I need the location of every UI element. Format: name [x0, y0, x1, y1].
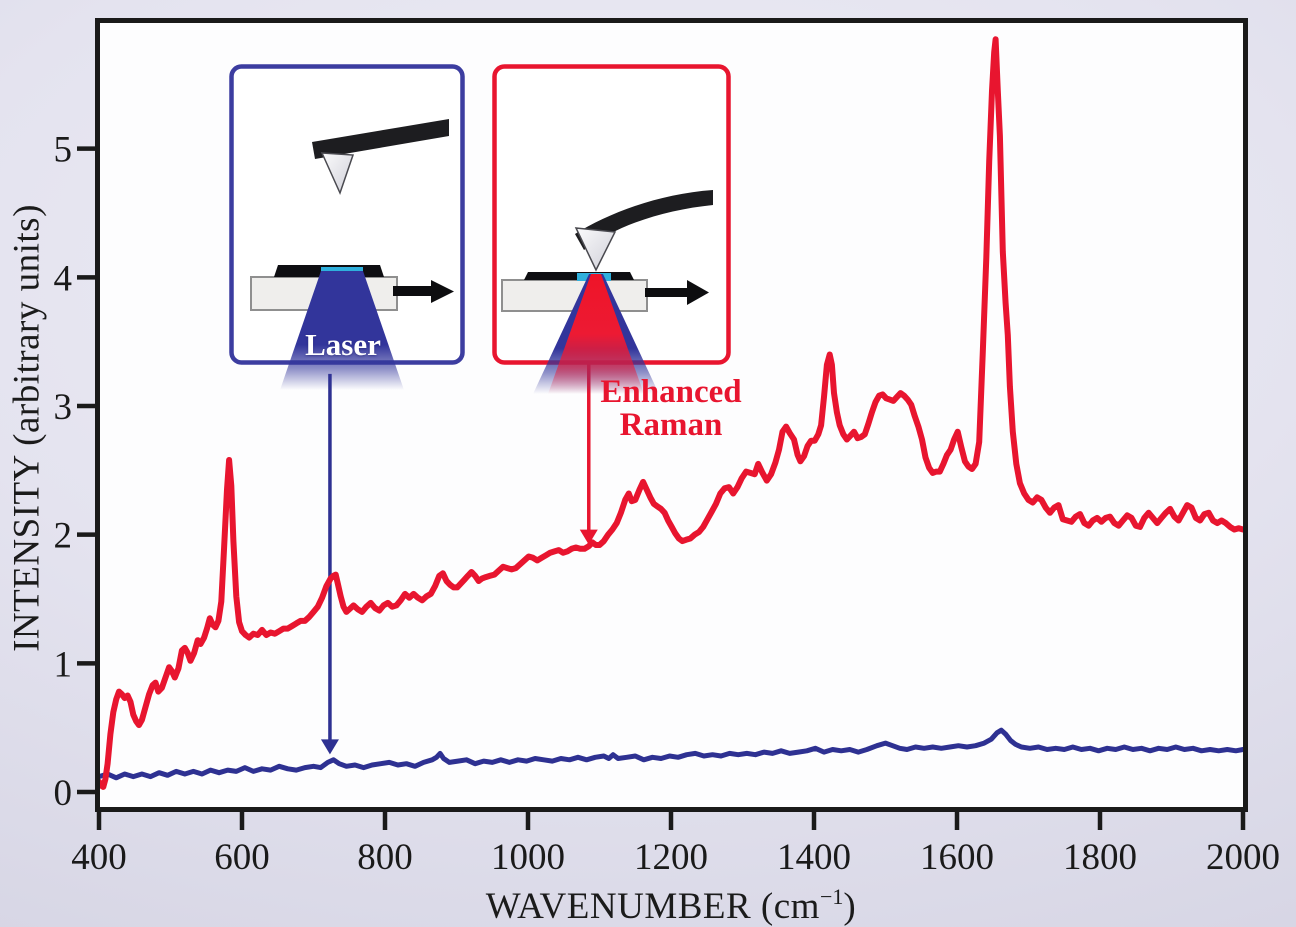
- enhanced-raman-cone: [548, 274, 644, 394]
- enhanced-raman-spectrum-curve: [96, 36, 1246, 790]
- x-axis-title-text: WAVENUMBER (cm: [485, 886, 820, 927]
- plot-frame: [95, 18, 1248, 812]
- laser-only-baseline-curve: [96, 727, 1246, 781]
- y-tick-label: 1: [54, 644, 73, 685]
- x-tick-label: 800: [357, 837, 413, 878]
- afm-tip-icon: [574, 227, 617, 272]
- x-tick-label: 2000: [1206, 837, 1280, 878]
- enhanced-raman-inset-box: [492, 64, 731, 396]
- x-tick-label: 1000: [491, 837, 565, 878]
- y-tick-label: 4: [54, 258, 73, 299]
- y-tick-label: 3: [54, 387, 73, 428]
- y-tick-label: 2: [54, 516, 73, 557]
- laser-inset-box: Laser: [229, 64, 465, 396]
- x-tick-label: 1200: [634, 837, 708, 878]
- enhanced-raman-label-line2: Raman: [619, 407, 723, 443]
- laser-arrow-head-icon: [320, 739, 339, 755]
- y-tick-label: 0: [54, 773, 73, 814]
- afm-tip-icon: [320, 152, 355, 196]
- x-axis-title-superscript: −1: [819, 884, 844, 909]
- scan-arrow-shaft: [645, 288, 687, 297]
- enhanced-raman-label-line1: Enhanced: [600, 374, 742, 410]
- x-axis-title: WAVENUMBER (cm−1): [99, 884, 1243, 927]
- laser-inset-illustration: [229, 64, 465, 390]
- laser-label: Laser: [305, 327, 381, 362]
- x-tick-label: 1600: [920, 837, 994, 878]
- y-tick-label: 5: [54, 130, 73, 171]
- cantilever-beam-icon: [312, 119, 449, 159]
- scan-arrow-head-icon: [431, 280, 454, 303]
- x-tick-label: 1400: [777, 837, 851, 878]
- x-tick-label: 600: [214, 837, 270, 878]
- x-tick-label: 1800: [1063, 837, 1137, 878]
- y-axis-title: INTENSITY (arbitrary units): [6, 204, 48, 652]
- x-axis-title-close: ): [843, 886, 857, 927]
- scan-arrow-shaft: [393, 286, 433, 296]
- x-tick-label: 400: [71, 837, 127, 878]
- cantilever-beam-icon: [575, 190, 713, 250]
- scan-arrow-head-icon: [687, 280, 709, 305]
- laser-cone: [280, 271, 404, 390]
- enhanced-raman-label: Enhanced Raman: [578, 376, 764, 442]
- enhanced-inset-illustration: [492, 64, 731, 394]
- enhanced-raman-arrow-head-icon: [579, 529, 598, 545]
